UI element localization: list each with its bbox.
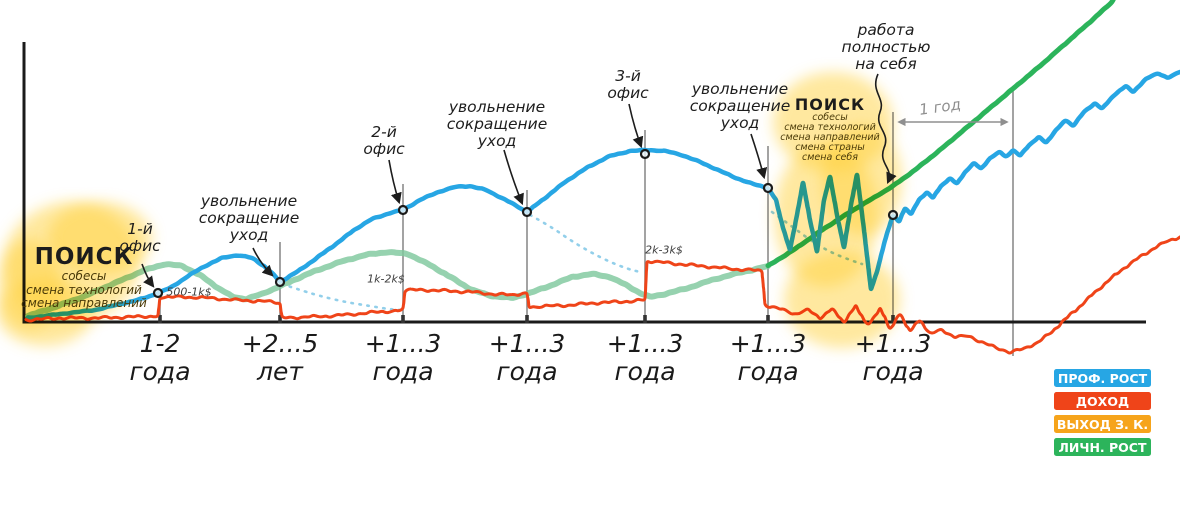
annotation-arrow bbox=[141, 263, 155, 288]
axes bbox=[22, 42, 1146, 324]
legend-item-personal: ЛИЧН. РОСТ bbox=[1054, 438, 1151, 456]
annotation-arrow bbox=[750, 133, 768, 180]
decay-dotted-line bbox=[280, 282, 402, 312]
annotation-arrow bbox=[388, 159, 402, 205]
axis-tick bbox=[158, 315, 162, 323]
event-point-marker bbox=[274, 276, 286, 288]
event-point-marker bbox=[887, 209, 899, 221]
annotation-arrow bbox=[252, 247, 274, 277]
series-curve-проф-рост bbox=[25, 69, 1180, 320]
highlight-blob bbox=[0, 240, 62, 330]
legend: ПРОФ. РОСТ ДОХОД ВЫХОД З. К. ЛИЧН. РОСТ bbox=[1054, 369, 1151, 456]
legend-item-income: ДОХОД bbox=[1054, 392, 1151, 410]
highlight-blob bbox=[784, 252, 900, 348]
series-curve-доход bbox=[24, 235, 1180, 355]
highlight-blob bbox=[822, 125, 902, 235]
axis-tick bbox=[278, 315, 282, 323]
event-point-marker bbox=[152, 287, 164, 299]
legend-item-prof: ПРОФ. РОСТ bbox=[1054, 369, 1151, 387]
legend-item-exit: ВЫХОД З. К. bbox=[1054, 415, 1151, 433]
event-point-marker bbox=[639, 148, 651, 160]
axis-tick bbox=[401, 315, 405, 323]
axis-tick bbox=[643, 315, 647, 323]
axis-tick bbox=[525, 315, 529, 323]
comfort-zone-exit-highlights bbox=[0, 72, 902, 348]
annotation-arrow bbox=[874, 73, 897, 185]
series-curve-личн-рост bbox=[25, 249, 771, 319]
decay-dotted-line bbox=[528, 213, 642, 274]
highlight-blob bbox=[48, 202, 152, 274]
axis-tick bbox=[766, 315, 770, 323]
annotation-arrow bbox=[503, 149, 524, 206]
event-point-marker bbox=[397, 204, 409, 216]
event-point-marker bbox=[521, 206, 533, 218]
annotation-arrow bbox=[628, 103, 644, 149]
event-point-marker bbox=[762, 182, 774, 194]
